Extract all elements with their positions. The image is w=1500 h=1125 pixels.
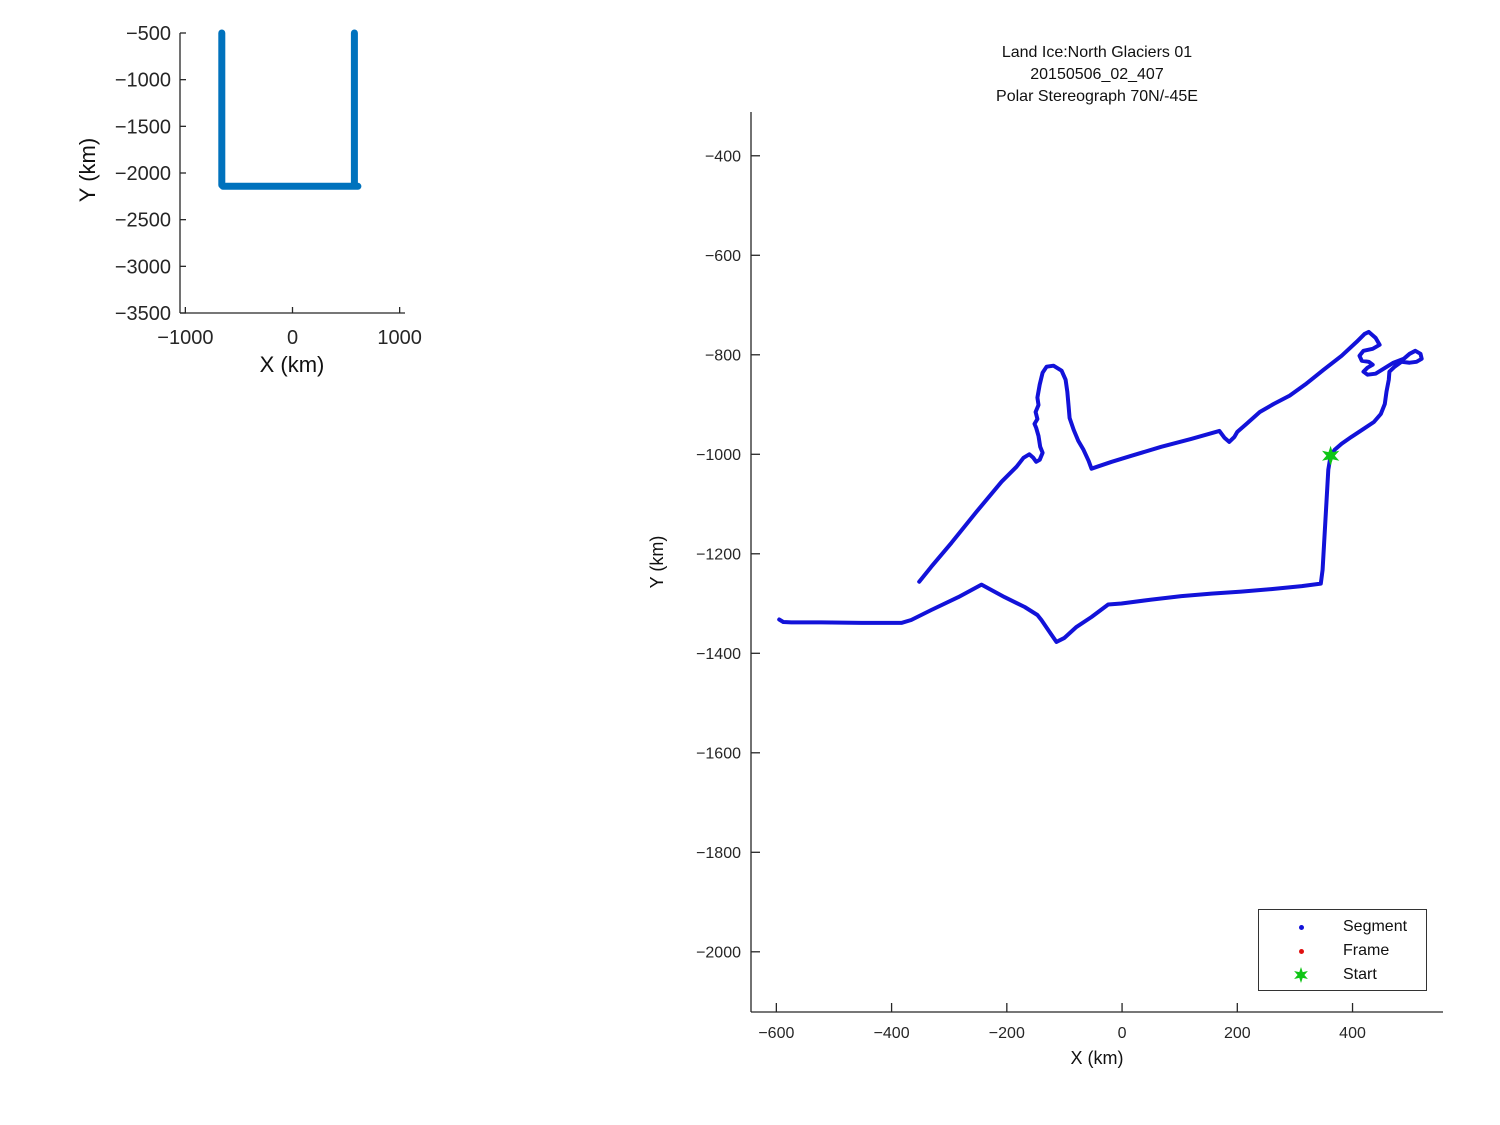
overview-y-tick-label: −500 xyxy=(126,23,171,45)
main-y-tick-label: −1800 xyxy=(696,845,741,862)
legend-start-label: Start xyxy=(1343,966,1377,983)
main-x-tick-label: 200 xyxy=(1224,1025,1251,1042)
overview-y-tick-label: −3500 xyxy=(115,303,171,325)
legend-frame-dot-icon xyxy=(1259,948,1343,954)
start-marker xyxy=(1322,445,1340,466)
main-y-tick-label: −2000 xyxy=(696,944,741,961)
overview-plot: −1000 0 1000 −500 −1000 −1500 −2000 −2500 −3000 −… xyxy=(115,23,422,349)
title-line-3: Polar Stereograph 70N/-45E xyxy=(996,88,1198,105)
main-x-tick-label: 400 xyxy=(1339,1025,1366,1042)
legend-start-star-icon xyxy=(1259,966,1343,984)
legend-row-start: Start xyxy=(1259,963,1426,987)
legend-box: Segment Frame Start xyxy=(1258,909,1427,991)
overview-series-flight-track xyxy=(218,29,362,190)
star-glyph xyxy=(1294,967,1308,983)
legend-segment-dot-icon xyxy=(1259,924,1343,930)
segment-dot-marker-icon xyxy=(1298,924,1304,930)
overview-y-tick-label: −1500 xyxy=(115,116,171,138)
main-y-tick-label: −1200 xyxy=(696,546,741,563)
main-x-axis-label: X (km) xyxy=(1070,1048,1124,1068)
main-x-tick-label: 0 xyxy=(1118,1025,1127,1042)
main-y-tick-label: −1000 xyxy=(696,447,741,464)
main-x-tick-label: −400 xyxy=(874,1025,910,1042)
overview-y-tick-label: −3000 xyxy=(115,256,171,278)
overview-y-tick-label: −2000 xyxy=(115,163,171,185)
overview-x-tick-label: −1000 xyxy=(157,327,213,349)
legend-segment-label: Segment xyxy=(1343,918,1408,935)
overview-x-tick-label: 0 xyxy=(287,327,298,349)
main-y-tick-label: −600 xyxy=(705,248,741,265)
main-x-tick-label: −200 xyxy=(989,1025,1025,1042)
overview-y-tick-label: −1000 xyxy=(115,70,171,92)
legend-row-segment: Segment xyxy=(1259,915,1426,939)
overview-y-axis-label: Y (km) xyxy=(75,137,100,203)
main-x-tick-label: −600 xyxy=(758,1025,794,1042)
legend-frame-label: Frame xyxy=(1343,942,1390,959)
overview-x-tick-label: 1000 xyxy=(377,327,422,349)
main-y-tick-label: −400 xyxy=(705,148,741,165)
main-plot: −600 −400 −200 0 200 400−400−600−800−1000−120… xyxy=(696,112,1443,1042)
title-line-2: 20150506_02_407 xyxy=(1030,66,1164,83)
main-y-axis-label: Y (km) xyxy=(647,535,667,589)
overview-y-tick-label: −2500 xyxy=(115,210,171,232)
overview-x-axis-label: X (km) xyxy=(259,352,325,377)
frame-dot-marker-icon xyxy=(1298,948,1304,954)
legend-row-frame: Frame xyxy=(1259,939,1426,963)
title-line-1: Land Ice:North Glaciers 01 xyxy=(1001,44,1193,61)
main-y-tick-label: −1600 xyxy=(696,745,741,762)
main-series-segment-track xyxy=(777,329,1424,644)
main-y-tick-label: −1400 xyxy=(696,646,741,663)
main-chart-title: Land Ice:North Glaciers 01 20150506_02_4… xyxy=(747,42,1447,108)
main-y-tick-label: −800 xyxy=(705,347,741,364)
start-star-marker-icon xyxy=(1294,967,1308,983)
